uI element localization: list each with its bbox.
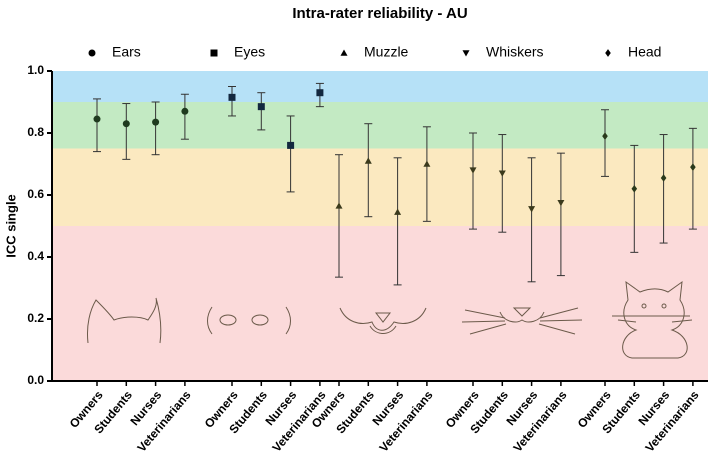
data-point	[364, 157, 372, 164]
chart-title: Intra-rater reliability - AU	[292, 5, 467, 22]
y-tick-label: 1.0	[27, 63, 44, 77]
data-point	[469, 167, 477, 174]
legend-marker	[210, 49, 218, 57]
y-tick-label: 0.6	[27, 187, 44, 201]
data-point	[335, 202, 343, 209]
band	[52, 71, 708, 102]
data-point	[528, 206, 536, 213]
legend-label: Muzzle	[364, 44, 409, 60]
data-point	[631, 184, 638, 193]
data-point	[181, 107, 189, 115]
data-point	[423, 160, 431, 167]
y-tick-label: 0.0	[27, 373, 44, 387]
legend-label: Whiskers	[486, 44, 544, 60]
data-point	[394, 208, 402, 215]
legend-label: Head	[628, 44, 661, 60]
data-point	[602, 132, 608, 140]
whiskers-sketch	[461, 307, 583, 335]
legend-marker	[340, 49, 348, 56]
legend-marker	[462, 50, 470, 57]
y-tick-label: 0.4	[27, 249, 44, 263]
band	[52, 102, 708, 149]
data-point	[257, 103, 265, 111]
y-tick-label: 0.8	[27, 125, 44, 139]
data-point	[316, 89, 324, 97]
data-point	[690, 163, 696, 171]
legend-marker	[605, 49, 611, 57]
legend-marker	[88, 49, 96, 57]
data-point	[557, 199, 565, 207]
data-point	[660, 174, 667, 182]
bands	[52, 71, 708, 381]
band	[52, 226, 708, 381]
y-axis-label: ICC single	[3, 194, 18, 258]
legend-label: Eyes	[234, 44, 265, 60]
data-point	[287, 141, 295, 149]
band	[52, 148, 708, 226]
legend-label: Ears	[112, 44, 141, 60]
eyes-sketch	[207, 306, 291, 335]
muzzle-sketch	[339, 307, 427, 334]
data-point	[498, 170, 506, 177]
head-sketch	[612, 280, 693, 359]
data-point	[228, 93, 236, 101]
data-point	[93, 115, 101, 123]
data-point	[122, 120, 130, 128]
ears-sketch	[87, 297, 162, 344]
y-tick-label: 0.2	[27, 311, 44, 325]
data-point	[152, 118, 160, 126]
